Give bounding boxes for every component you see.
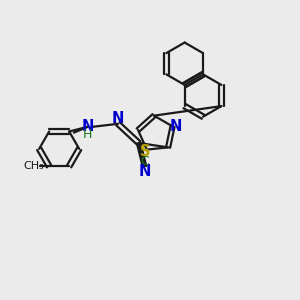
Text: H: H bbox=[83, 128, 92, 141]
Text: N: N bbox=[170, 119, 182, 134]
Text: N: N bbox=[138, 164, 151, 179]
Text: CH₃: CH₃ bbox=[23, 161, 44, 171]
Text: N: N bbox=[112, 111, 124, 126]
Text: S: S bbox=[140, 144, 151, 159]
Text: N: N bbox=[82, 119, 94, 134]
Text: C: C bbox=[140, 155, 149, 168]
